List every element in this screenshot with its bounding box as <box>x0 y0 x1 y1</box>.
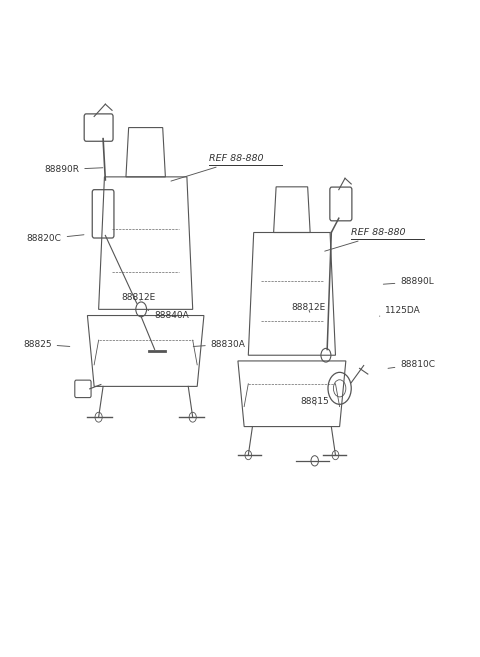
Text: 88825: 88825 <box>23 340 70 349</box>
Text: 88890R: 88890R <box>44 165 103 174</box>
Text: 1125DA: 1125DA <box>380 306 421 316</box>
Text: 88840A: 88840A <box>148 310 189 320</box>
Text: 88815: 88815 <box>300 397 329 405</box>
Text: 88812E: 88812E <box>291 304 325 312</box>
Text: REF 88-880: REF 88-880 <box>351 228 406 237</box>
Text: 88890L: 88890L <box>384 277 434 286</box>
Text: 88812E: 88812E <box>121 293 156 302</box>
Text: 88820C: 88820C <box>27 235 84 244</box>
Text: 88830A: 88830A <box>193 340 246 349</box>
Text: REF 88-880: REF 88-880 <box>209 154 264 163</box>
Text: 88810C: 88810C <box>388 359 435 369</box>
